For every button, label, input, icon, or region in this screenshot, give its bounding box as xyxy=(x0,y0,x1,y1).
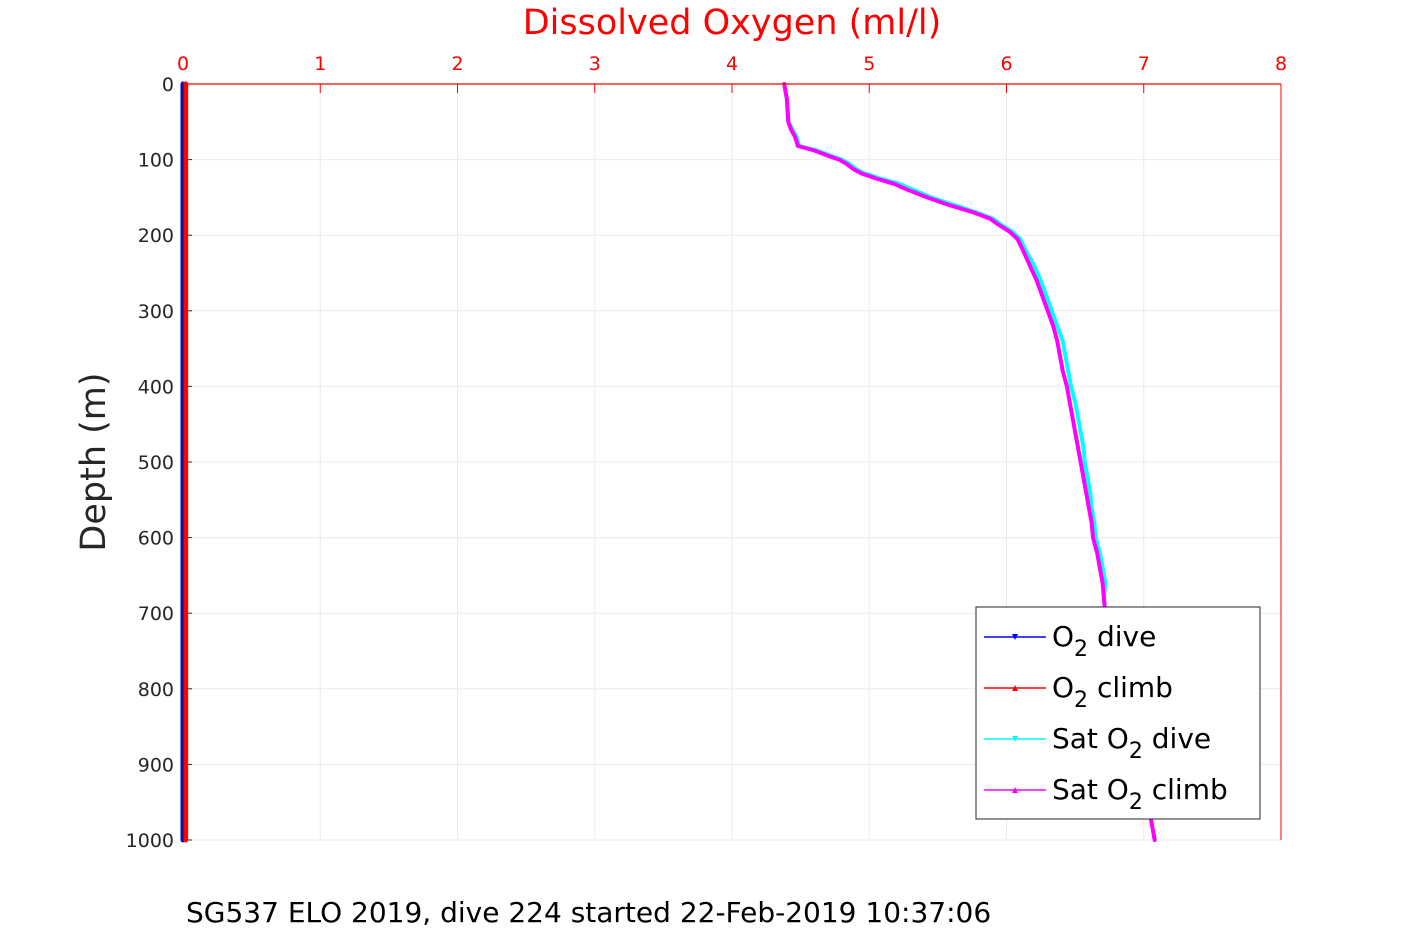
legend-label: O2 climb xyxy=(1052,671,1173,713)
y-tick-label: 900 xyxy=(138,754,174,776)
legend-label-base: O xyxy=(1052,671,1074,704)
y-tick-label: 800 xyxy=(138,679,174,701)
legend-label-rest: dive xyxy=(1143,722,1211,755)
legend-marker xyxy=(1012,685,1018,691)
y-axis-title: Depth (m) xyxy=(74,372,114,551)
y-tick-label: 700 xyxy=(138,603,174,625)
legend-marker xyxy=(1012,736,1018,742)
x-axis-title: Dissolved Oxygen (ml/l) xyxy=(523,3,942,43)
y-tick-label: 200 xyxy=(138,225,174,247)
legend-label-subscript: 2 xyxy=(1074,688,1088,713)
y-tick-label: 400 xyxy=(138,376,174,398)
legend-label-rest: climb xyxy=(1088,671,1173,704)
x-tick-label: 7 xyxy=(1138,53,1150,75)
y-axis-ticks: 0 100 200 300 400 500 600 700 800 900 1000 xyxy=(126,74,192,852)
legend-label-base: Sat O xyxy=(1052,722,1129,755)
legend-label: Sat O2 dive xyxy=(1052,722,1211,764)
legend-label-rest: dive xyxy=(1088,620,1156,653)
legend-box xyxy=(975,606,1261,820)
y-tick-label: 1000 xyxy=(126,830,174,852)
y-tick-label: 100 xyxy=(138,150,174,172)
legend-marker xyxy=(1012,787,1018,793)
legend-label-subscript: 2 xyxy=(1129,790,1143,815)
x-tick-label: 0 xyxy=(177,53,189,75)
legend-label-base: O xyxy=(1052,620,1074,653)
legend-label: O2 dive xyxy=(1052,620,1156,662)
x-tick-label: 8 xyxy=(1275,53,1287,75)
dive-caption: SG537 ELO 2019, dive 224 started 22-Feb-… xyxy=(186,896,992,929)
legend-label-rest: climb xyxy=(1143,773,1228,806)
y-tick-label: 0 xyxy=(162,74,174,96)
x-axis-ticks: 0 1 2 3 4 5 6 7 8 xyxy=(177,53,1287,93)
axes-lines xyxy=(182,83,1282,840)
legend-label-subscript: 2 xyxy=(1074,637,1088,662)
legend-label: Sat O2 climb xyxy=(1052,773,1228,815)
legend-marker xyxy=(1012,634,1018,640)
y-tick-label: 500 xyxy=(138,452,174,474)
x-tick-label: 3 xyxy=(589,53,601,75)
x-tick-label: 6 xyxy=(1000,53,1012,75)
x-tick-label: 2 xyxy=(451,53,463,75)
legend-label-base: Sat O xyxy=(1052,773,1129,806)
y-tick-label: 300 xyxy=(138,301,174,323)
x-tick-label: 5 xyxy=(863,53,875,75)
x-tick-label: 4 xyxy=(726,53,738,75)
y-tick-label: 600 xyxy=(138,528,174,550)
x-tick-label: 1 xyxy=(314,53,326,75)
legend-label-subscript: 2 xyxy=(1129,739,1143,764)
